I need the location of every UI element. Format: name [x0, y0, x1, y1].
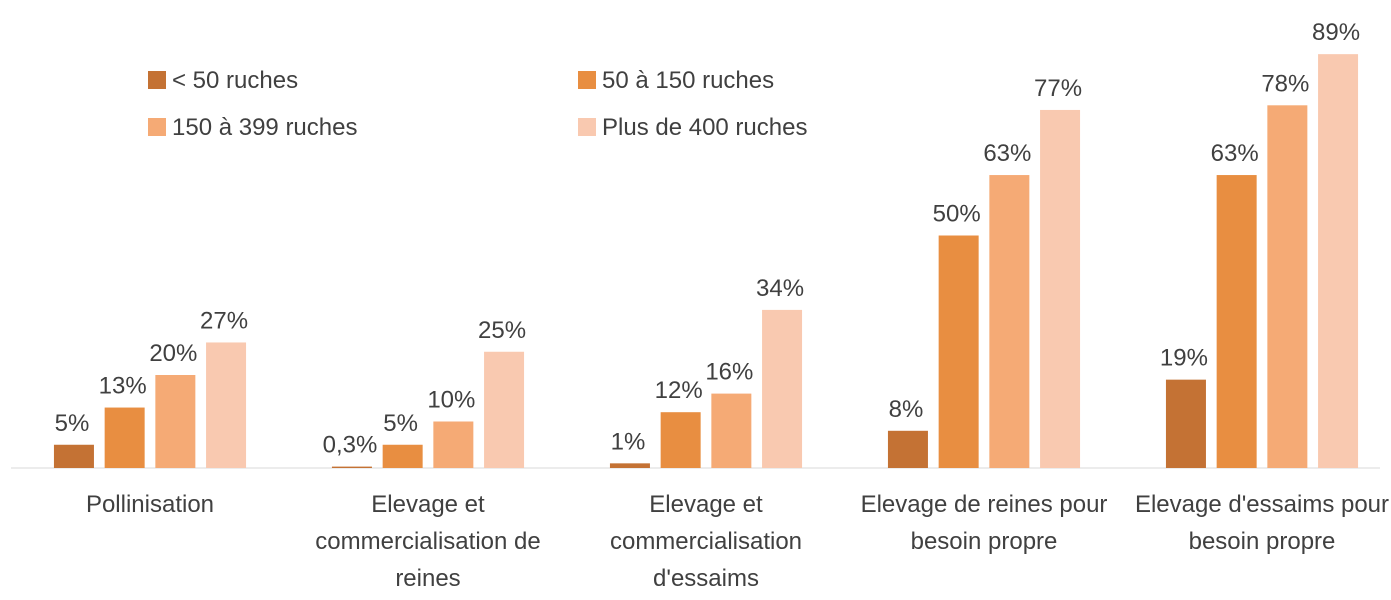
bar — [433, 421, 474, 468]
value-label: 63% — [983, 140, 1031, 167]
bar — [53, 444, 94, 468]
legend-swatch — [578, 118, 596, 136]
value-label: 63% — [1211, 140, 1259, 167]
bar — [989, 175, 1030, 469]
x-tick-label: Pollinisation — [85, 491, 215, 518]
value-label: 12% — [655, 377, 703, 404]
bar — [1216, 175, 1257, 469]
legend-label: < 50 ruches — [172, 67, 298, 94]
value-label: 78% — [1261, 70, 1309, 97]
value-label: 13% — [99, 373, 147, 400]
value-label: 5% — [383, 410, 418, 437]
value-label: 34% — [756, 275, 804, 302]
bar — [762, 309, 803, 468]
legend-label: 150 à 399 ruches — [172, 114, 357, 141]
bar — [331, 466, 372, 468]
bar — [938, 235, 979, 468]
bar — [155, 375, 196, 468]
bar — [1267, 105, 1308, 469]
value-label: 27% — [200, 307, 248, 334]
legend-swatch — [578, 71, 596, 89]
bar — [887, 430, 928, 468]
x-tick-label: Elevage et commercialisation de reines — [315, 491, 541, 592]
value-label: 16% — [705, 359, 753, 386]
bar — [206, 342, 247, 468]
legend-label: Plus de 400 ruches — [602, 114, 807, 141]
bar — [711, 393, 752, 468]
legend-swatch — [148, 118, 166, 136]
value-label: 0,3% — [323, 432, 378, 459]
value-label: 1% — [611, 428, 646, 455]
bar — [660, 412, 701, 468]
bar — [382, 444, 423, 468]
value-label: 19% — [1160, 345, 1208, 372]
value-label: 25% — [478, 317, 526, 344]
value-label: 77% — [1034, 75, 1082, 102]
bar — [1165, 379, 1206, 468]
value-label: 5% — [55, 410, 90, 437]
value-label: 20% — [149, 340, 197, 367]
bar — [1040, 109, 1081, 468]
x-tick-label: Elevage d'essaims pour besoin propre — [1134, 491, 1390, 555]
value-label: 8% — [889, 396, 924, 423]
bar — [1318, 54, 1359, 469]
legend-label: 50 à 150 ruches — [602, 67, 774, 94]
bar — [609, 463, 650, 468]
x-tick-label: Elevage et commercialisation d'essaims — [609, 491, 803, 592]
value-label: 89% — [1312, 19, 1360, 46]
value-label: 50% — [933, 201, 981, 228]
x-tick-label: Elevage de reines pour besoin propre — [860, 491, 1108, 555]
bar — [484, 351, 525, 468]
value-label: 10% — [427, 387, 475, 414]
bar — [104, 407, 145, 468]
legend-swatch — [148, 71, 166, 89]
